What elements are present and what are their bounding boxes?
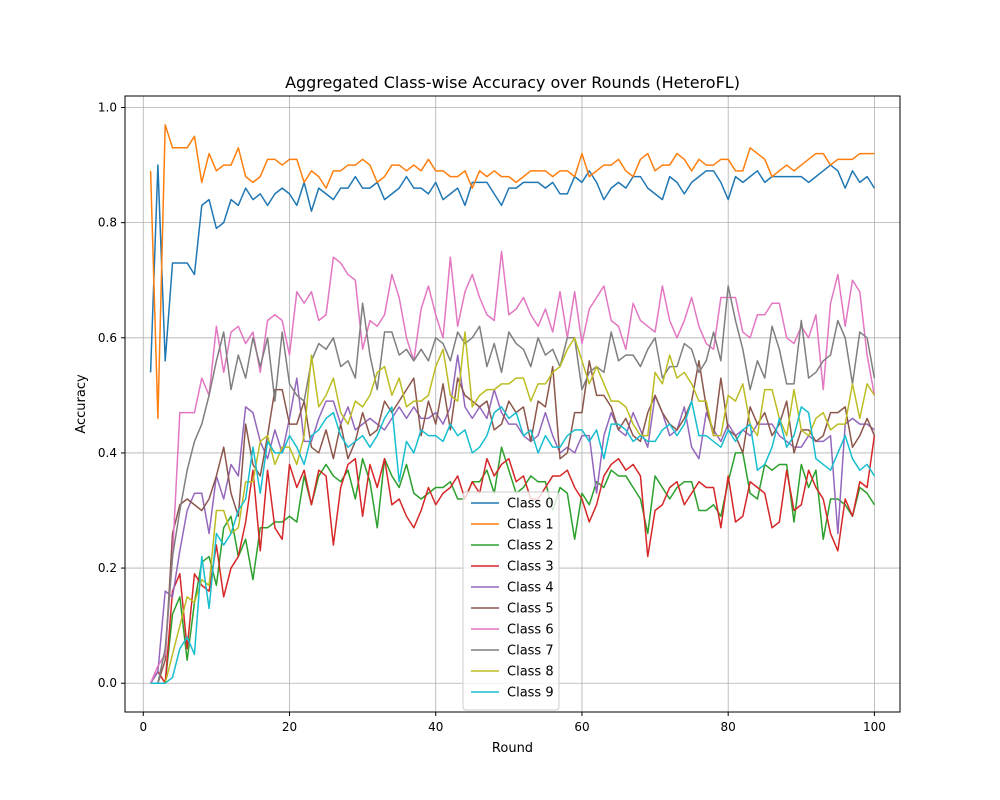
series-line-class-6 — [149, 250, 876, 684]
x-tick-label: 60 — [574, 720, 589, 734]
legend-label: Class 4 — [507, 581, 554, 596]
series-line-class-0 — [149, 164, 876, 373]
series-line-class-5 — [150, 360, 876, 684]
x-axis-label: Round — [492, 741, 533, 756]
legend-label: Class 1 — [507, 518, 554, 533]
legend-label: Class 5 — [507, 602, 554, 617]
legend-label: Class 9 — [507, 686, 554, 701]
legend-box — [462, 491, 560, 711]
y-tick-label: 0.6 — [98, 331, 117, 345]
y-tick-label: 0.4 — [98, 446, 117, 460]
legend-label: Class 3 — [507, 560, 554, 575]
legend-label: Class 6 — [507, 623, 554, 638]
series-line-class-7 — [150, 285, 876, 684]
y-tick-label: 0.8 — [98, 216, 117, 230]
x-tick-label: 40 — [428, 720, 443, 734]
legend-label: Class 8 — [507, 665, 554, 680]
x-tick-label: 100 — [863, 720, 886, 734]
series-line-class-2 — [150, 446, 876, 684]
series-line-class-3 — [149, 435, 876, 684]
y-tick-label: 1.0 — [98, 101, 117, 115]
series-line-class-8 — [150, 331, 876, 684]
y-axis-label: Accuracy — [74, 374, 89, 434]
x-tick-label: 80 — [721, 720, 736, 734]
plot-frame — [124, 95, 901, 713]
x-tick-label: 20 — [282, 720, 297, 734]
series-line-class-1 — [149, 124, 875, 420]
chart-title: Aggregated Class-wise Accuracy over Roun… — [285, 73, 740, 92]
legend-label: Class 0 — [507, 497, 554, 512]
y-tick-label: 0.2 — [98, 561, 117, 575]
x-tick-label: 0 — [139, 720, 147, 734]
legend-label: Class 7 — [507, 644, 554, 659]
axis-ticks: 0 20 40 60 80 100 0.0 0.2 0.4 0.6 0.8 1.0 — [98, 101, 886, 734]
legend-label: Class 2 — [507, 539, 554, 554]
series-lines — [149, 124, 876, 684]
y-tick-label: 0.0 — [98, 676, 117, 690]
series-line-class-9 — [150, 400, 876, 684]
legend: Class 0 Class 1 Class 2 Class 3 Class 4 Class… — [462, 491, 560, 711]
